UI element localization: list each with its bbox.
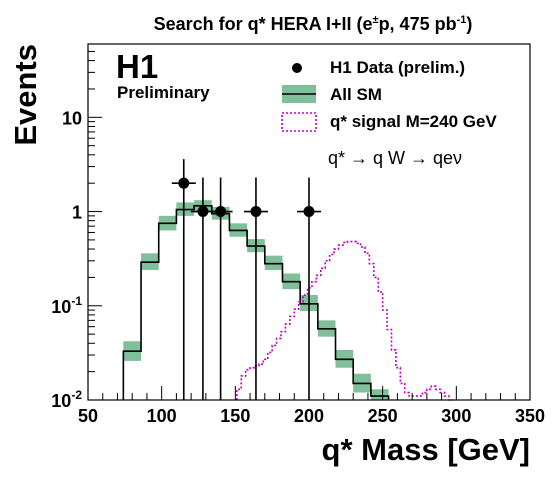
legend-data-marker <box>292 63 302 73</box>
x-tick-label: 100 <box>147 406 177 426</box>
legend: H1 Data (prelim.) All SM q* signal M=240… <box>281 58 497 132</box>
chart-title: Search for q* HERA I+II (e±p, 475 pb-1) <box>154 14 473 34</box>
data-point <box>303 206 315 218</box>
x-axis-ticks: 50 100 150 200 250 300 350 <box>78 386 545 426</box>
experiment-status: Preliminary <box>117 83 210 102</box>
sm-band-bin <box>370 389 389 400</box>
experiment-label: H1 <box>116 48 158 85</box>
legend-data-label: H1 Data (prelim.) <box>330 58 465 77</box>
legend-signal-box <box>281 112 317 132</box>
data-points <box>171 159 321 400</box>
y-axis-title: Events <box>8 44 43 146</box>
x-tick-label: 300 <box>441 406 471 426</box>
y-tick-label: 1 <box>72 203 82 223</box>
x-axis-title: q* Mass [GeV] <box>322 432 530 467</box>
x-tick-label: 150 <box>220 406 250 426</box>
y-tick-label: 10 <box>62 108 82 128</box>
process-label: q* → q W → qeν <box>328 148 462 168</box>
x-tick-label: 250 <box>368 406 398 426</box>
x-tick-label: 50 <box>78 406 98 426</box>
legend-sm-label: All SM <box>330 85 382 104</box>
sm-band-bin <box>264 255 283 270</box>
y-tick-label: 10-2 <box>51 388 82 411</box>
x-tick-label: 350 <box>515 406 545 426</box>
data-point <box>250 206 262 218</box>
data-point <box>197 206 209 218</box>
data-point <box>215 206 227 218</box>
data-point <box>178 177 190 189</box>
x-tick-label: 200 <box>294 406 324 426</box>
legend-signal-label: q* signal M=240 GeV <box>330 112 497 131</box>
y-tick-label: 10-1 <box>51 294 82 317</box>
y-axis-ticks: 10-2 10-1 1 10 <box>51 43 102 411</box>
